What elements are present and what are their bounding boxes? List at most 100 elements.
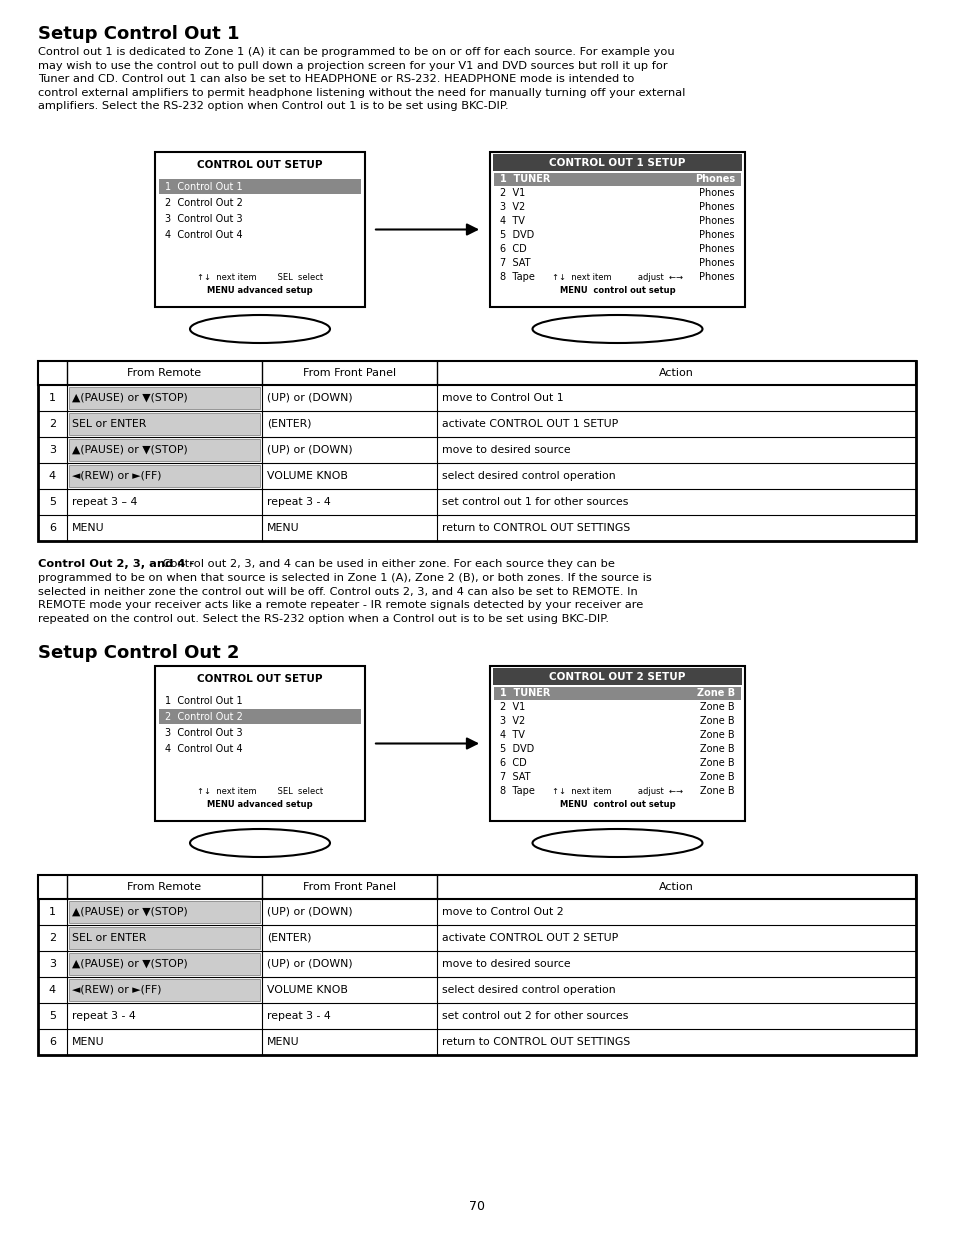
Text: set control out 1 for other sources: set control out 1 for other sources <box>442 496 628 508</box>
Bar <box>69 466 259 487</box>
Text: CONTROL OUT 1 SETUP: CONTROL OUT 1 SETUP <box>549 158 685 168</box>
Text: 4  TV: 4 TV <box>499 216 524 226</box>
Text: return to CONTROL OUT SETTINGS: return to CONTROL OUT SETTINGS <box>442 1037 630 1047</box>
Text: MENU advanced setup: MENU advanced setup <box>207 287 313 295</box>
Text: MENU: MENU <box>267 1037 299 1047</box>
Ellipse shape <box>532 315 701 343</box>
Text: move to desired source: move to desired source <box>442 960 571 969</box>
Text: repeat 3 - 4: repeat 3 - 4 <box>267 496 331 508</box>
Ellipse shape <box>532 829 701 857</box>
Text: Zone B: Zone B <box>700 703 734 713</box>
Text: (UP) or (DOWN): (UP) or (DOWN) <box>267 960 353 969</box>
Text: Phones: Phones <box>699 231 734 241</box>
Text: 5: 5 <box>49 496 56 508</box>
Text: select desired control operation: select desired control operation <box>442 986 616 995</box>
Text: ↑↓  next item        SEL  select: ↑↓ next item SEL select <box>196 273 323 282</box>
Bar <box>494 173 740 186</box>
Text: activate CONTROL OUT 1 SETUP: activate CONTROL OUT 1 SETUP <box>442 419 618 429</box>
Text: Zone B: Zone B <box>700 745 734 755</box>
Text: 2  V1: 2 V1 <box>499 189 525 199</box>
Text: 4: 4 <box>49 986 56 995</box>
Text: 6: 6 <box>49 1037 56 1047</box>
Text: (UP) or (DOWN): (UP) or (DOWN) <box>267 445 353 454</box>
Text: 3  Control Out 3: 3 Control Out 3 <box>165 727 242 739</box>
Text: MENU advanced setup: MENU advanced setup <box>207 800 313 809</box>
Text: Zone B: Zone B <box>700 730 734 741</box>
Text: select desired control operation: select desired control operation <box>442 471 616 480</box>
Text: activate CONTROL OUT 2 SETUP: activate CONTROL OUT 2 SETUP <box>442 932 618 944</box>
Bar <box>493 668 741 685</box>
FancyBboxPatch shape <box>154 152 365 308</box>
Text: MENU  control out setup: MENU control out setup <box>559 800 675 809</box>
Text: (UP) or (DOWN): (UP) or (DOWN) <box>267 393 353 403</box>
Ellipse shape <box>190 829 330 857</box>
Text: ↑↓  next item          adjust  ←→: ↑↓ next item adjust ←→ <box>552 787 682 797</box>
Text: Control out 1 is dedicated to Zone 1 (A) it can be programmed to be on or off fo: Control out 1 is dedicated to Zone 1 (A)… <box>38 47 684 111</box>
Text: SEL or ENTER: SEL or ENTER <box>71 932 146 944</box>
Text: 4: 4 <box>49 471 56 480</box>
Text: From Remote: From Remote <box>128 882 201 892</box>
Text: MENU: MENU <box>71 522 105 534</box>
Bar <box>159 179 360 194</box>
Text: 4  TV: 4 TV <box>499 730 524 741</box>
Ellipse shape <box>190 315 330 343</box>
Text: Phones: Phones <box>694 174 734 184</box>
Text: MENU: MENU <box>267 522 299 534</box>
Text: 2  Control Out 2: 2 Control Out 2 <box>165 198 243 207</box>
Bar <box>69 387 259 409</box>
Text: Phones: Phones <box>699 189 734 199</box>
Text: repeat 3 – 4: repeat 3 – 4 <box>71 496 137 508</box>
Text: CONTROL OUT 2 SETUP: CONTROL OUT 2 SETUP <box>549 672 685 682</box>
Text: (ENTER): (ENTER) <box>267 932 311 944</box>
Bar <box>69 438 259 461</box>
Text: 1: 1 <box>49 393 56 403</box>
Text: Zone B: Zone B <box>696 688 734 699</box>
Bar <box>494 687 740 700</box>
Text: (UP) or (DOWN): (UP) or (DOWN) <box>267 906 353 918</box>
Text: Phones: Phones <box>699 216 734 226</box>
Text: programmed to be on when that source is selected in Zone 1 (A), Zone 2 (B), or b: programmed to be on when that source is … <box>38 573 651 624</box>
Text: move to Control Out 1: move to Control Out 1 <box>442 393 563 403</box>
Text: move to Control Out 2: move to Control Out 2 <box>442 906 563 918</box>
Text: (ENTER): (ENTER) <box>267 419 311 429</box>
Text: ◄(REW) or ►(FF): ◄(REW) or ►(FF) <box>71 471 161 480</box>
Text: Phones: Phones <box>699 203 734 212</box>
Text: Control out 2, 3, and 4 can be used in either zone. For each source they can be: Control out 2, 3, and 4 can be used in e… <box>159 559 615 569</box>
Text: 2  V1: 2 V1 <box>499 703 525 713</box>
Text: 1  Control Out 1: 1 Control Out 1 <box>165 182 242 191</box>
Text: 5  DVD: 5 DVD <box>499 745 534 755</box>
Text: Phones: Phones <box>699 258 734 268</box>
Text: MENU  control out setup: MENU control out setup <box>559 287 675 295</box>
Text: ▲(PAUSE) or ▼(STOP): ▲(PAUSE) or ▼(STOP) <box>71 445 188 454</box>
Text: VOLUME KNOB: VOLUME KNOB <box>267 471 348 480</box>
Text: ▲(PAUSE) or ▼(STOP): ▲(PAUSE) or ▼(STOP) <box>71 960 188 969</box>
Text: repeat 3 - 4: repeat 3 - 4 <box>71 1011 135 1021</box>
Bar <box>38 876 915 899</box>
Text: 3: 3 <box>49 445 56 454</box>
Text: CONTROL OUT SETUP: CONTROL OUT SETUP <box>197 674 322 684</box>
FancyBboxPatch shape <box>154 666 365 821</box>
Text: ▲(PAUSE) or ▼(STOP): ▲(PAUSE) or ▼(STOP) <box>71 393 188 403</box>
Text: 2: 2 <box>49 932 56 944</box>
Text: CONTROL OUT SETUP: CONTROL OUT SETUP <box>197 161 322 170</box>
Text: 1: 1 <box>49 906 56 918</box>
Bar <box>38 361 915 385</box>
Text: 7  SAT: 7 SAT <box>499 258 530 268</box>
Text: 2: 2 <box>49 419 56 429</box>
Text: 6  CD: 6 CD <box>499 758 526 768</box>
Text: move to desired source: move to desired source <box>442 445 571 454</box>
Text: Zone B: Zone B <box>700 787 734 797</box>
Text: 5: 5 <box>49 1011 56 1021</box>
Text: 3  Control Out 3: 3 Control Out 3 <box>165 214 242 224</box>
FancyBboxPatch shape <box>490 666 744 821</box>
Text: repeat 3 - 4: repeat 3 - 4 <box>267 1011 331 1021</box>
Bar <box>493 154 741 170</box>
Bar <box>69 953 259 974</box>
Text: ↑↓  next item          adjust  ←→: ↑↓ next item adjust ←→ <box>552 273 682 282</box>
Text: SEL or ENTER: SEL or ENTER <box>71 419 146 429</box>
Text: 4  Control Out 4: 4 Control Out 4 <box>165 230 242 240</box>
Text: 3  V2: 3 V2 <box>499 203 525 212</box>
Text: 4  Control Out 4: 4 Control Out 4 <box>165 743 242 755</box>
Text: ◄(REW) or ►(FF): ◄(REW) or ►(FF) <box>71 986 161 995</box>
Text: 3: 3 <box>49 960 56 969</box>
